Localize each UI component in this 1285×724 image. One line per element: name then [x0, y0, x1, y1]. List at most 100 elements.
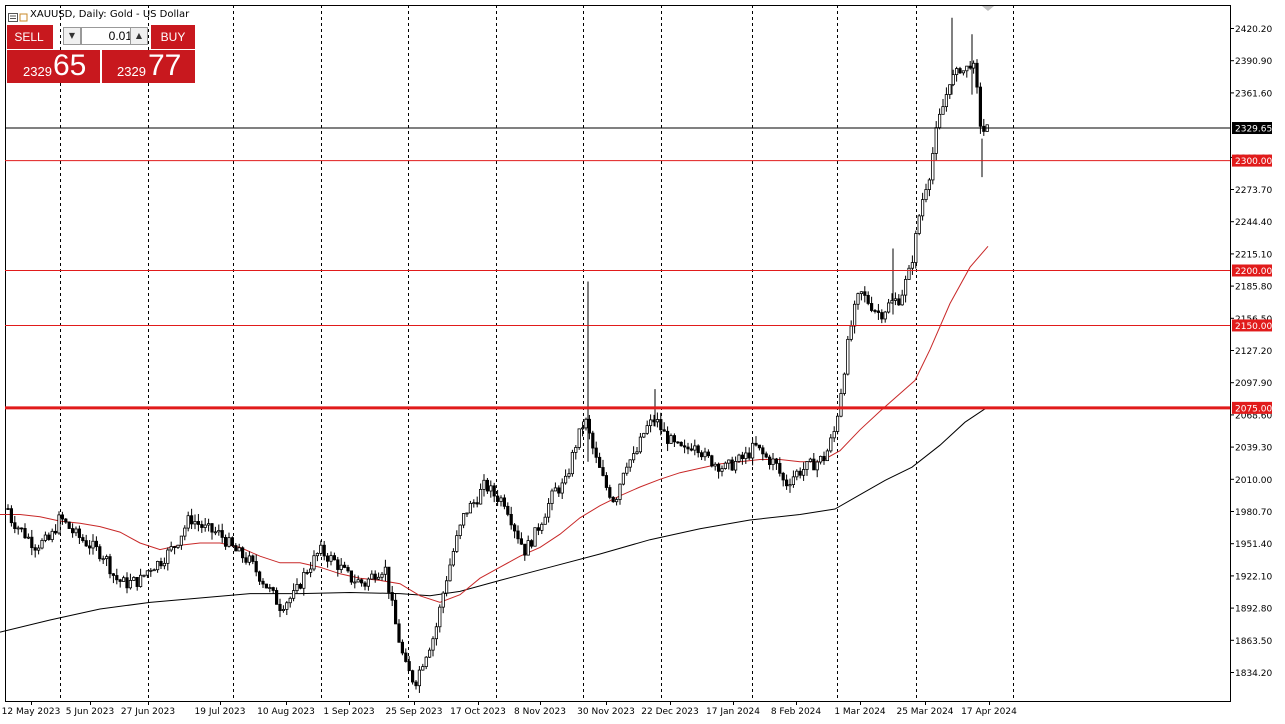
y-tick-label: 2420.20	[1235, 25, 1272, 35]
candle-body	[342, 564, 347, 568]
candle-body	[931, 153, 935, 181]
candle-body	[856, 293, 860, 305]
candle-body	[768, 456, 772, 465]
candle-body	[71, 528, 75, 534]
y-tick-label: 2185.80	[1235, 283, 1272, 293]
candle-body	[669, 435, 673, 444]
candle-body	[706, 451, 711, 457]
candle-body	[621, 472, 626, 485]
candle-body	[781, 472, 785, 481]
candle-body	[594, 447, 598, 458]
candle-body	[808, 458, 813, 462]
candle-body	[846, 338, 850, 375]
candle-body	[509, 513, 513, 526]
candle-body	[645, 425, 649, 434]
candle-body	[30, 536, 34, 549]
candle-body	[390, 592, 394, 601]
buy-price-box[interactable]: 2329 77	[102, 49, 195, 83]
candle-body	[217, 530, 221, 533]
candle-body	[904, 279, 908, 296]
candle-body	[740, 454, 745, 460]
candle-body	[543, 516, 547, 525]
candle-body	[751, 442, 755, 459]
candle-body	[628, 459, 632, 468]
candle-body	[305, 571, 309, 574]
candle-body	[33, 547, 37, 551]
candle-body	[370, 573, 374, 580]
candle-body	[404, 652, 408, 662]
candle-body	[822, 455, 826, 462]
candle-body	[162, 562, 166, 567]
sell-price-box[interactable]: 2329 65	[7, 49, 100, 83]
candle-body	[91, 540, 95, 549]
candle-body	[873, 310, 877, 312]
candle-body	[122, 577, 126, 582]
candle-body	[308, 568, 313, 573]
lot-decrease-button[interactable]: ▼	[63, 27, 81, 45]
candle-body	[461, 513, 466, 526]
y-tick-label: 1951.40	[1235, 540, 1272, 550]
candle-body	[278, 603, 282, 611]
candle-body	[530, 540, 534, 547]
candle-body	[581, 427, 585, 430]
buy-button[interactable]: BUY	[151, 25, 195, 49]
candle-body	[638, 436, 643, 453]
candle-body	[972, 62, 976, 69]
candle-body	[271, 587, 275, 591]
candle-body	[526, 540, 530, 556]
candle-body	[438, 606, 442, 628]
lot-increase-button[interactable]: ▲	[130, 27, 148, 45]
candle-body	[829, 437, 833, 452]
candle-body	[237, 547, 241, 552]
candle-body	[591, 432, 595, 449]
candle-body	[353, 581, 357, 584]
candle-body	[560, 482, 564, 494]
y-tick-label: 2244.40	[1235, 218, 1272, 228]
candle-body	[325, 555, 330, 562]
candle-body	[179, 535, 183, 546]
x-tick-label: 17 Apr 2024	[961, 707, 1017, 717]
candle-body	[839, 393, 843, 417]
x-tick-label: 5 Jun 2023	[66, 707, 114, 717]
x-tick-label: 25 Mar 2024	[896, 707, 953, 717]
candle-body	[244, 557, 248, 563]
candle-body	[795, 470, 799, 478]
candle-body	[938, 113, 942, 129]
candle-body	[771, 458, 775, 465]
candle-body	[64, 518, 68, 523]
candle-body	[632, 453, 636, 461]
candle-body	[193, 521, 197, 525]
candle-body	[254, 561, 258, 573]
chart-title: XAUUSD, Daily: Gold - US Dollar	[30, 9, 190, 20]
candle-body	[295, 584, 299, 592]
candle-body	[183, 527, 187, 537]
candle-body	[649, 419, 653, 427]
candle-body	[227, 537, 231, 547]
current-price-label: 2329.65	[1235, 125, 1272, 135]
candle-body	[679, 441, 683, 447]
candle-body	[240, 547, 245, 559]
candle-body	[720, 468, 724, 472]
level-label: 2300.00	[1235, 157, 1272, 167]
y-tick-label: 1980.70	[1235, 508, 1272, 518]
candle-body	[870, 303, 874, 311]
candle-body	[322, 544, 326, 557]
candle-body	[982, 125, 986, 132]
lot-size-input[interactable]: 0.01	[81, 27, 137, 45]
candle-body	[176, 544, 180, 548]
candle-body	[315, 553, 320, 557]
candle-body	[257, 571, 262, 582]
candle-body	[458, 524, 462, 537]
candle-body	[516, 530, 520, 540]
candle-body	[523, 543, 527, 556]
sell-button[interactable]: SELL	[7, 25, 53, 49]
candle-body	[577, 428, 581, 448]
candle-body	[761, 447, 765, 455]
candle-body	[700, 452, 704, 458]
candle-body	[264, 583, 269, 589]
candle-body	[611, 496, 615, 503]
chart-window-icons	[8, 8, 28, 27]
candle-body	[387, 566, 391, 593]
candle-body	[125, 577, 129, 589]
